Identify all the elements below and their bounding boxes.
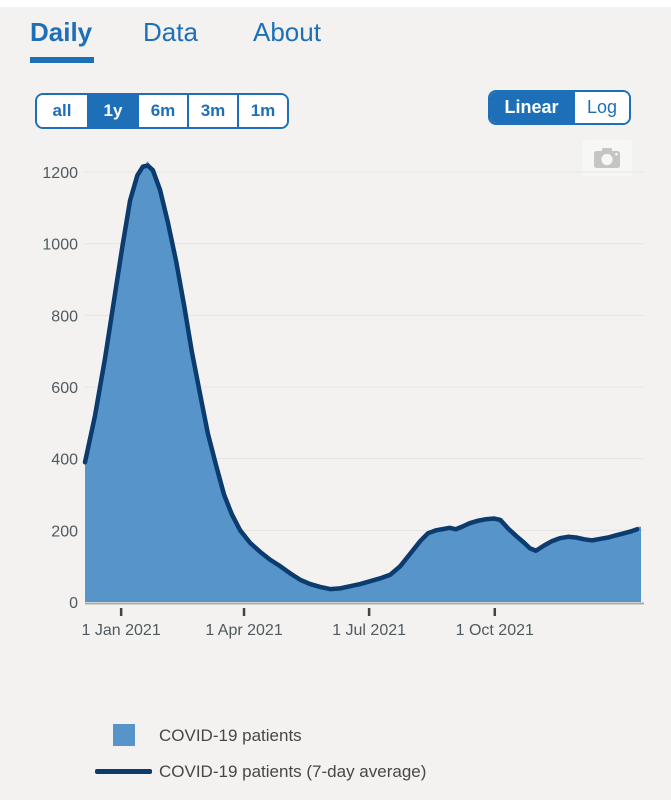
range-button-3m[interactable]: 3m (187, 95, 237, 127)
camera-icon (594, 148, 620, 168)
tab-data[interactable]: Data (143, 17, 198, 47)
range-button-6m[interactable]: 6m (137, 95, 187, 127)
svg-text:1 Jul 2021: 1 Jul 2021 (332, 622, 406, 639)
scale-toggle-group: Linear Log (488, 90, 631, 125)
tab-daily[interactable]: Daily (30, 17, 93, 47)
svg-text:600: 600 (51, 380, 78, 397)
range-button-all[interactable]: all (37, 95, 87, 127)
svg-text:400: 400 (51, 452, 78, 469)
svg-text:0: 0 (69, 595, 78, 612)
download-image-button[interactable] (582, 140, 632, 176)
scale-toggle-linear[interactable]: Linear (490, 92, 575, 123)
svg-text:1200: 1200 (42, 165, 78, 182)
svg-text:1 Apr 2021: 1 Apr 2021 (205, 622, 283, 639)
legend-swatch-average (95, 769, 152, 774)
legend-label-patients: COVID-19 patients (159, 726, 302, 745)
svg-text:1 Jan 2021: 1 Jan 2021 (82, 622, 161, 639)
legend-label-average: COVID-19 patients (7-day average) (159, 762, 427, 781)
scale-toggle-log[interactable]: Log (575, 92, 629, 123)
tab-about[interactable]: About (253, 17, 321, 47)
active-tab-underline (30, 57, 94, 63)
range-button-1m[interactable]: 1m (237, 95, 287, 127)
svg-text:800: 800 (51, 308, 78, 325)
svg-text:200: 200 (51, 523, 78, 540)
top-strip (0, 0, 671, 7)
range-button-1y[interactable]: 1y (87, 95, 137, 127)
svg-text:1000: 1000 (42, 237, 78, 254)
legend-swatch-patients (113, 724, 135, 746)
time-range-button-group: all 1y 6m 3m 1m (35, 93, 289, 129)
svg-text:1 Oct 2021: 1 Oct 2021 (456, 622, 534, 639)
patients-area-chart: 0 200 400 600 800 1000 1200 1 Jan 2021 1 Apr 202… (42, 161, 644, 639)
